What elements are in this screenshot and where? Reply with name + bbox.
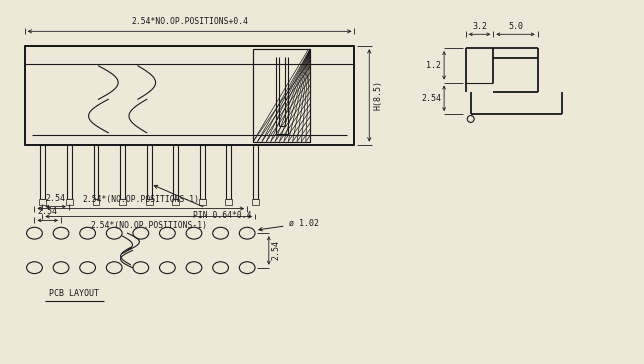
Ellipse shape <box>160 227 175 239</box>
Bar <box>253 145 258 199</box>
Text: PIN 0.64*0.4: PIN 0.64*0.4 <box>154 185 252 219</box>
Bar <box>200 145 205 199</box>
Bar <box>93 145 99 199</box>
Text: 3.2: 3.2 <box>472 22 487 31</box>
Ellipse shape <box>240 227 255 239</box>
Bar <box>24 46 354 145</box>
Bar <box>225 199 232 205</box>
Bar <box>93 199 99 205</box>
Text: 2.54*(NO.OP.POSITIONS-1): 2.54*(NO.OP.POSITIONS-1) <box>82 195 199 204</box>
Bar <box>252 199 259 205</box>
Ellipse shape <box>106 227 122 239</box>
Bar <box>253 49 310 142</box>
Text: 2.54*NO.OP.POSITIONS+0.4: 2.54*NO.OP.POSITIONS+0.4 <box>131 17 248 27</box>
Ellipse shape <box>26 227 43 239</box>
Bar <box>146 199 153 205</box>
Text: 2.54: 2.54 <box>38 207 58 217</box>
Ellipse shape <box>53 262 69 274</box>
Ellipse shape <box>213 262 229 274</box>
Ellipse shape <box>160 262 175 274</box>
Ellipse shape <box>53 227 69 239</box>
Bar <box>173 199 179 205</box>
Bar <box>120 145 125 199</box>
Ellipse shape <box>133 262 149 274</box>
Bar <box>41 145 45 199</box>
Bar <box>39 199 46 205</box>
Ellipse shape <box>80 227 95 239</box>
Text: H(8.5): H(8.5) <box>374 80 382 110</box>
Text: PCB LAYOUT: PCB LAYOUT <box>50 289 99 298</box>
Ellipse shape <box>26 262 43 274</box>
Ellipse shape <box>186 262 202 274</box>
Circle shape <box>468 115 474 122</box>
Bar <box>227 145 231 199</box>
Text: 2.54: 2.54 <box>421 94 441 103</box>
Ellipse shape <box>186 227 202 239</box>
Ellipse shape <box>106 262 122 274</box>
Bar <box>173 145 178 199</box>
Text: 2.54: 2.54 <box>272 241 281 260</box>
Ellipse shape <box>213 227 229 239</box>
Bar <box>147 145 151 199</box>
Text: 1.2: 1.2 <box>426 61 441 70</box>
Bar <box>67 145 72 199</box>
Ellipse shape <box>240 262 255 274</box>
Bar <box>199 199 206 205</box>
Ellipse shape <box>80 262 95 274</box>
Text: 5.0: 5.0 <box>508 22 523 31</box>
Text: 2.54: 2.54 <box>46 194 66 203</box>
Bar <box>119 199 126 205</box>
Text: 2.54*(NO.OP.POSITIONS-1): 2.54*(NO.OP.POSITIONS-1) <box>90 221 207 230</box>
Text: ø 1.02: ø 1.02 <box>259 219 319 231</box>
Bar <box>66 199 73 205</box>
Ellipse shape <box>133 227 149 239</box>
Bar <box>253 49 310 142</box>
